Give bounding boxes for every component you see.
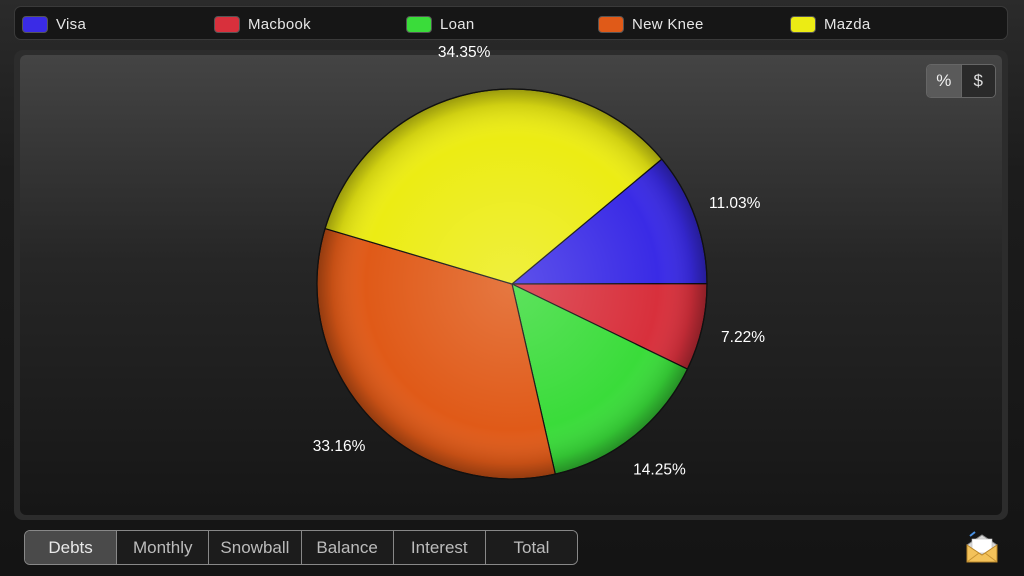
legend-label: New Knee [632, 15, 704, 33]
legend-item-visa: Visa [22, 14, 86, 34]
pie-slice-label: 7.22% [721, 329, 765, 346]
tab-balance[interactable]: Balance [300, 531, 393, 564]
legend-item-mazda: Mazda [790, 14, 871, 34]
tab-monthly[interactable]: Monthly [116, 531, 209, 564]
legend-swatch-macbook [214, 15, 240, 33]
legend-item-loan: Loan [406, 14, 475, 34]
tab-debts[interactable]: Debts [25, 531, 117, 564]
pie-slice-label: 14.25% [633, 462, 686, 479]
legend-label: Macbook [248, 15, 311, 33]
legend-swatch-new-knee [598, 15, 624, 33]
legend-label: Loan [440, 15, 475, 33]
percent-toggle-button[interactable]: % [927, 65, 961, 97]
pie-outline [316, 88, 708, 480]
legend-bar: Visa Macbook Loan New Knee Mazda [14, 6, 1008, 40]
view-tab-bar: Debts Monthly Snowball Balance Interest … [24, 530, 578, 565]
legend-swatch-visa [22, 15, 48, 33]
legend-item-new-knee: New Knee [598, 14, 704, 34]
legend-label: Mazda [824, 15, 871, 33]
pie-slice-label: 34.35% [438, 44, 491, 61]
mail-envelope-icon[interactable] [964, 530, 1000, 566]
tab-total[interactable]: Total [484, 531, 577, 564]
legend-swatch-mazda [790, 15, 816, 33]
legend-swatch-loan [406, 15, 432, 33]
dollar-toggle-button[interactable]: $ [960, 65, 995, 97]
percent-dollar-toggle[interactable]: % $ [926, 64, 996, 98]
pie-slice-label: 33.16% [313, 438, 366, 455]
tab-interest[interactable]: Interest [392, 531, 485, 564]
legend-item-macbook: Macbook [214, 14, 311, 34]
pie-slice-label: 11.03% [709, 195, 761, 212]
legend-label: Visa [56, 15, 87, 33]
tab-snowball[interactable]: Snowball [208, 531, 301, 564]
